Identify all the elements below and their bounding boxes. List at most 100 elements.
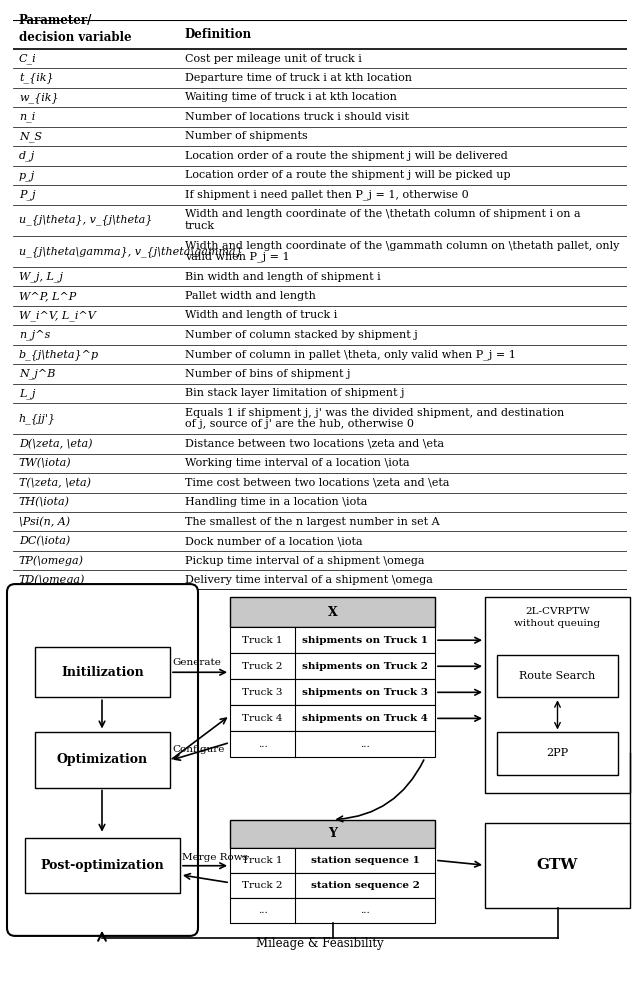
Bar [497, 732, 618, 775]
Text: u_{j\theta}, v_{j\theta}: u_{j\theta}, v_{j\theta} [19, 214, 152, 225]
Text: Definition: Definition [185, 28, 252, 40]
Text: Number of locations truck i should visit: Number of locations truck i should visit [185, 112, 409, 122]
Bar [230, 897, 435, 923]
Text: Location order of a route the shipment j will be delivered: Location order of a route the shipment j… [185, 150, 508, 161]
Text: Waiting time of truck i at kth location: Waiting time of truck i at kth location [185, 92, 397, 102]
Bar [230, 847, 435, 873]
Text: Width and length coordinate of the \gammath column on \thetath pallet, only: Width and length coordinate of the \gamm… [185, 241, 620, 251]
Text: N_S: N_S [19, 131, 42, 142]
Text: station sequence 1: station sequence 1 [310, 856, 419, 865]
Text: Location order of a route the shipment j will be picked up: Location order of a route the shipment j… [185, 170, 511, 180]
Text: ...: ... [360, 905, 370, 915]
Text: Handling time in a location \iota: Handling time in a location \iota [185, 497, 367, 507]
Text: Pallet width and length: Pallet width and length [185, 291, 316, 301]
Text: Width and length coordinate of the \thetath column of shipment i on a: Width and length coordinate of the \thet… [185, 209, 580, 219]
Text: Truck 1: Truck 1 [243, 856, 283, 865]
Text: D(\zeta, \eta): D(\zeta, \eta) [19, 438, 92, 449]
Text: P_j: P_j [19, 190, 36, 201]
Text: L_j: L_j [19, 388, 35, 399]
Text: Width and length of truck i: Width and length of truck i [185, 311, 337, 320]
Text: N_j^B: N_j^B [19, 369, 55, 379]
Text: Number of column stacked by shipment j: Number of column stacked by shipment j [185, 330, 417, 340]
Text: 2L-CVRPTW
without queuing: 2L-CVRPTW without queuing [515, 607, 600, 627]
Text: TP(\omega): TP(\omega) [19, 555, 84, 566]
Text: Number of shipments: Number of shipments [185, 132, 308, 142]
Text: Generate: Generate [172, 658, 221, 666]
Bar [25, 838, 180, 893]
Bar [230, 873, 435, 897]
Text: Truck 3: Truck 3 [243, 688, 283, 697]
Text: Distance between two locations \zeta and \eta: Distance between two locations \zeta and… [185, 438, 444, 449]
Text: Time cost between two locations \zeta and \eta: Time cost between two locations \zeta an… [185, 478, 449, 488]
Text: shipments on Truck 2: shipments on Truck 2 [302, 662, 428, 670]
Text: Route Search: Route Search [520, 671, 596, 681]
Text: W^P, L^P: W^P, L^P [19, 291, 76, 301]
Text: w_{ik}: w_{ik} [19, 92, 59, 103]
Text: Bin stack layer limitation of shipment j: Bin stack layer limitation of shipment j [185, 388, 404, 398]
Bar [485, 823, 630, 908]
Text: Mileage & Feasibility: Mileage & Feasibility [256, 937, 384, 950]
Text: station sequence 2: station sequence 2 [310, 881, 419, 890]
Text: n_i: n_i [19, 112, 35, 122]
Text: Parameter/
decision variable: Parameter/ decision variable [19, 14, 132, 43]
Text: ...: ... [258, 740, 268, 749]
Text: h_{jj'}: h_{jj'} [19, 413, 56, 424]
Text: DC(\iota): DC(\iota) [19, 536, 70, 547]
Text: valid when P_j = 1: valid when P_j = 1 [185, 252, 289, 262]
Bar [35, 732, 170, 787]
Text: shipments on Truck 1: shipments on Truck 1 [302, 636, 428, 645]
Bar [230, 706, 435, 731]
Text: Configure: Configure [172, 745, 225, 754]
Text: 2PP: 2PP [547, 748, 568, 759]
Text: W_j, L_j: W_j, L_j [19, 271, 63, 282]
Bar [230, 654, 435, 679]
Text: Number of column in pallet \theta, only valid when P_j = 1: Number of column in pallet \theta, only … [185, 349, 516, 360]
Text: shipments on Truck 3: shipments on Truck 3 [302, 688, 428, 697]
Text: GTW: GTW [537, 858, 578, 872]
Text: Merge Rows: Merge Rows [182, 853, 248, 862]
Text: Departure time of truck i at kth location: Departure time of truck i at kth locatio… [185, 73, 412, 83]
Text: The smallest of the n largest number in set A: The smallest of the n largest number in … [185, 517, 440, 527]
Text: C_i: C_i [19, 53, 36, 64]
Text: TH(\iota): TH(\iota) [19, 497, 70, 507]
Text: of j, source of j' are the hub, otherwise 0: of j, source of j' are the hub, otherwis… [185, 419, 414, 430]
Text: Equals 1 if shipment j, j' was the divided shipment, and destination: Equals 1 if shipment j, j' was the divid… [185, 408, 564, 418]
Text: n_j^s: n_j^s [19, 329, 51, 340]
Text: d_j: d_j [19, 150, 35, 161]
Text: Delivery time interval of a shipment \omega: Delivery time interval of a shipment \om… [185, 575, 433, 585]
Bar [230, 597, 435, 627]
Bar [230, 820, 435, 847]
Text: TW(\iota): TW(\iota) [19, 458, 72, 469]
Text: b_{j\theta}^p: b_{j\theta}^p [19, 349, 99, 360]
Text: Pickup time interval of a shipment \omega: Pickup time interval of a shipment \omeg… [185, 555, 424, 565]
Text: t_{ik}: t_{ik} [19, 73, 54, 84]
Text: W_i^V, L_i^V: W_i^V, L_i^V [19, 310, 96, 320]
Text: truck: truck [185, 221, 215, 231]
Text: Number of bins of shipment j: Number of bins of shipment j [185, 369, 350, 378]
Text: Initilization: Initilization [61, 665, 144, 679]
Text: ...: ... [360, 740, 370, 749]
Text: TD(\omega): TD(\omega) [19, 575, 85, 585]
Text: Working time interval of a location \iota: Working time interval of a location \iot… [185, 458, 410, 468]
Text: Bin width and length of shipment i: Bin width and length of shipment i [185, 271, 381, 281]
Bar [485, 597, 630, 792]
Text: Truck 2: Truck 2 [243, 662, 283, 670]
FancyBboxPatch shape [7, 584, 198, 936]
Text: \Psi(n, A): \Psi(n, A) [19, 516, 70, 527]
Text: ...: ... [258, 905, 268, 915]
Text: Truck 2: Truck 2 [243, 881, 283, 890]
Text: T(\zeta, \eta): T(\zeta, \eta) [19, 478, 91, 488]
Text: p_j: p_j [19, 170, 35, 181]
Text: Cost per mileage unit of truck i: Cost per mileage unit of truck i [185, 54, 362, 64]
Text: u_{j\theta\gamma}, v_{j\theta\gamma}: u_{j\theta\gamma}, v_{j\theta\gamma} [19, 246, 243, 257]
Text: Post-optimization: Post-optimization [40, 859, 164, 872]
Text: shipments on Truck 4: shipments on Truck 4 [302, 714, 428, 723]
Text: If shipment i need pallet then P_j = 1, otherwise 0: If shipment i need pallet then P_j = 1, … [185, 190, 468, 201]
Bar [230, 627, 435, 654]
Text: Y: Y [328, 827, 337, 840]
Text: Dock number of a location \iota: Dock number of a location \iota [185, 536, 362, 547]
Text: Truck 1: Truck 1 [243, 636, 283, 645]
Text: Truck 4: Truck 4 [243, 714, 283, 723]
Bar [230, 731, 435, 758]
Text: Optimization: Optimization [57, 754, 148, 767]
